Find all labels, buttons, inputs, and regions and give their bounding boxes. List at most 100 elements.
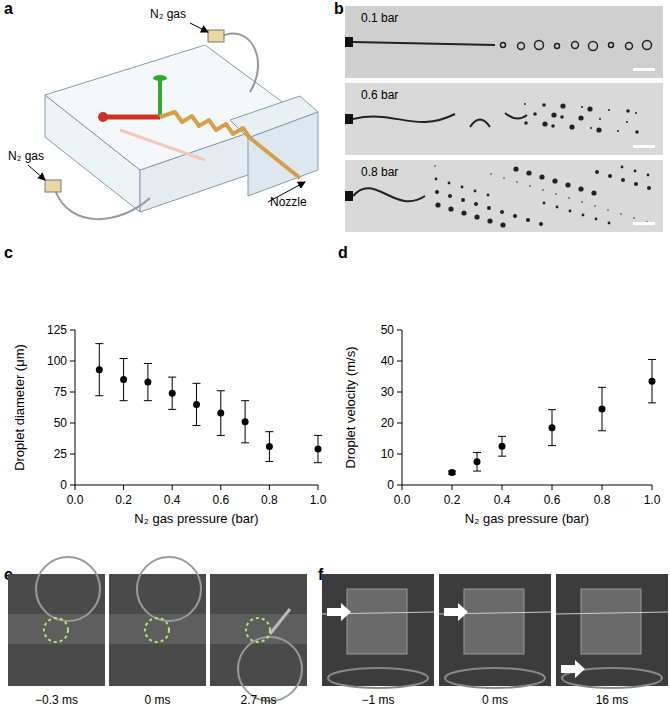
gas-fitting-top bbox=[208, 30, 224, 42]
white-arrow bbox=[444, 603, 468, 621]
droplet bbox=[552, 178, 557, 183]
droplet bbox=[560, 115, 564, 119]
droplet bbox=[526, 218, 530, 222]
droplet bbox=[539, 222, 543, 226]
y-tick bbox=[397, 423, 402, 424]
wire bbox=[556, 612, 668, 614]
droplet bbox=[634, 182, 638, 186]
y-axis bbox=[402, 330, 403, 485]
x-tick bbox=[172, 485, 173, 490]
droplet bbox=[607, 209, 609, 211]
droplet bbox=[513, 214, 517, 218]
photo-frame bbox=[556, 574, 668, 686]
droplet bbox=[589, 42, 598, 51]
x-tick-label: 0.8 bbox=[261, 493, 278, 507]
droplet bbox=[633, 217, 635, 219]
droplet bbox=[524, 103, 526, 105]
photo-detail bbox=[8, 614, 105, 644]
x-axis-label: N₂ gas pressure (bar) bbox=[134, 511, 258, 526]
x-axis-label: N₂ gas pressure (bar) bbox=[465, 511, 589, 526]
chart-scatter: 010203040500.00.20.40.60.81.0N₂ gas pres… bbox=[343, 323, 661, 526]
y-axis bbox=[75, 330, 76, 485]
data-point bbox=[120, 376, 127, 383]
droplet bbox=[461, 198, 465, 202]
error-bar bbox=[265, 432, 273, 462]
y-tick-label: 50 bbox=[54, 416, 68, 430]
x-tick-label: 1.0 bbox=[310, 493, 327, 507]
data-point bbox=[266, 443, 273, 450]
droplet bbox=[608, 222, 611, 225]
droplet bbox=[524, 121, 528, 125]
error-bar bbox=[95, 344, 103, 396]
droplet bbox=[626, 43, 633, 50]
droplet bbox=[543, 202, 546, 205]
probe bbox=[270, 609, 290, 634]
droplet bbox=[434, 165, 436, 167]
y-tick-label: 10 bbox=[381, 447, 395, 461]
plot-marks bbox=[95, 344, 322, 463]
error-bar bbox=[241, 401, 249, 443]
droplet bbox=[474, 202, 478, 206]
error-bar bbox=[144, 363, 152, 400]
panel-b-images: 0.1 bar0.6 bar0.8 bar bbox=[345, 6, 663, 232]
droplet bbox=[529, 185, 531, 187]
data-point bbox=[449, 469, 456, 476]
droplet bbox=[500, 222, 505, 227]
green-port bbox=[153, 75, 167, 81]
data-point bbox=[474, 458, 481, 465]
nozzle bbox=[345, 114, 353, 124]
x-tick bbox=[75, 485, 76, 490]
droplet bbox=[587, 106, 592, 111]
droplet bbox=[461, 210, 466, 215]
x-axis bbox=[402, 485, 652, 486]
y-tick bbox=[397, 330, 402, 331]
y-tick-label: 40 bbox=[381, 354, 395, 368]
jet-image bbox=[345, 83, 663, 155]
droplet bbox=[621, 178, 625, 182]
white-arrow bbox=[561, 660, 585, 678]
jet-image bbox=[345, 160, 663, 232]
y-tick-label: 75 bbox=[54, 385, 68, 399]
x-tick-label: 0.4 bbox=[164, 493, 181, 507]
y-tick-label: 125 bbox=[47, 323, 67, 337]
data-point bbox=[315, 446, 322, 453]
plot-marks bbox=[448, 359, 656, 476]
x-tick-label: 1.0 bbox=[644, 493, 661, 507]
droplet bbox=[581, 106, 583, 108]
droplet bbox=[609, 43, 614, 48]
droplet bbox=[526, 170, 531, 175]
droplet bbox=[590, 127, 592, 129]
time-label: 0 ms bbox=[482, 693, 508, 707]
droplet bbox=[578, 115, 583, 120]
droplet bbox=[435, 190, 439, 194]
y-tick-label: 25 bbox=[54, 447, 68, 461]
droplet bbox=[555, 193, 557, 195]
error-bar bbox=[120, 359, 128, 401]
droplet bbox=[595, 218, 598, 221]
error-bar bbox=[193, 383, 201, 425]
y-tick-label: 0 bbox=[387, 478, 394, 492]
droplet bbox=[572, 42, 579, 49]
droplet bbox=[595, 170, 599, 174]
y-tick bbox=[70, 423, 75, 424]
droplet bbox=[474, 190, 477, 193]
droplet bbox=[533, 112, 537, 116]
device-photo bbox=[464, 589, 524, 654]
droplet bbox=[448, 194, 452, 198]
x-tick-label: 0.4 bbox=[494, 493, 511, 507]
droplet bbox=[435, 202, 440, 207]
red-inlet bbox=[105, 115, 160, 120]
pressure-label: 0.6 bar bbox=[361, 88, 398, 102]
data-point bbox=[193, 401, 200, 408]
device-photo bbox=[581, 589, 641, 654]
error-bar bbox=[314, 435, 322, 462]
data-point bbox=[499, 443, 506, 450]
droplet bbox=[647, 186, 651, 190]
y-tick bbox=[70, 485, 75, 486]
panel-label: b bbox=[334, 0, 344, 17]
y-tick bbox=[70, 361, 75, 362]
droplet bbox=[594, 205, 596, 207]
droplet bbox=[634, 170, 637, 173]
droplet bbox=[448, 182, 451, 185]
pressure-label: 0.8 bar bbox=[361, 165, 398, 179]
